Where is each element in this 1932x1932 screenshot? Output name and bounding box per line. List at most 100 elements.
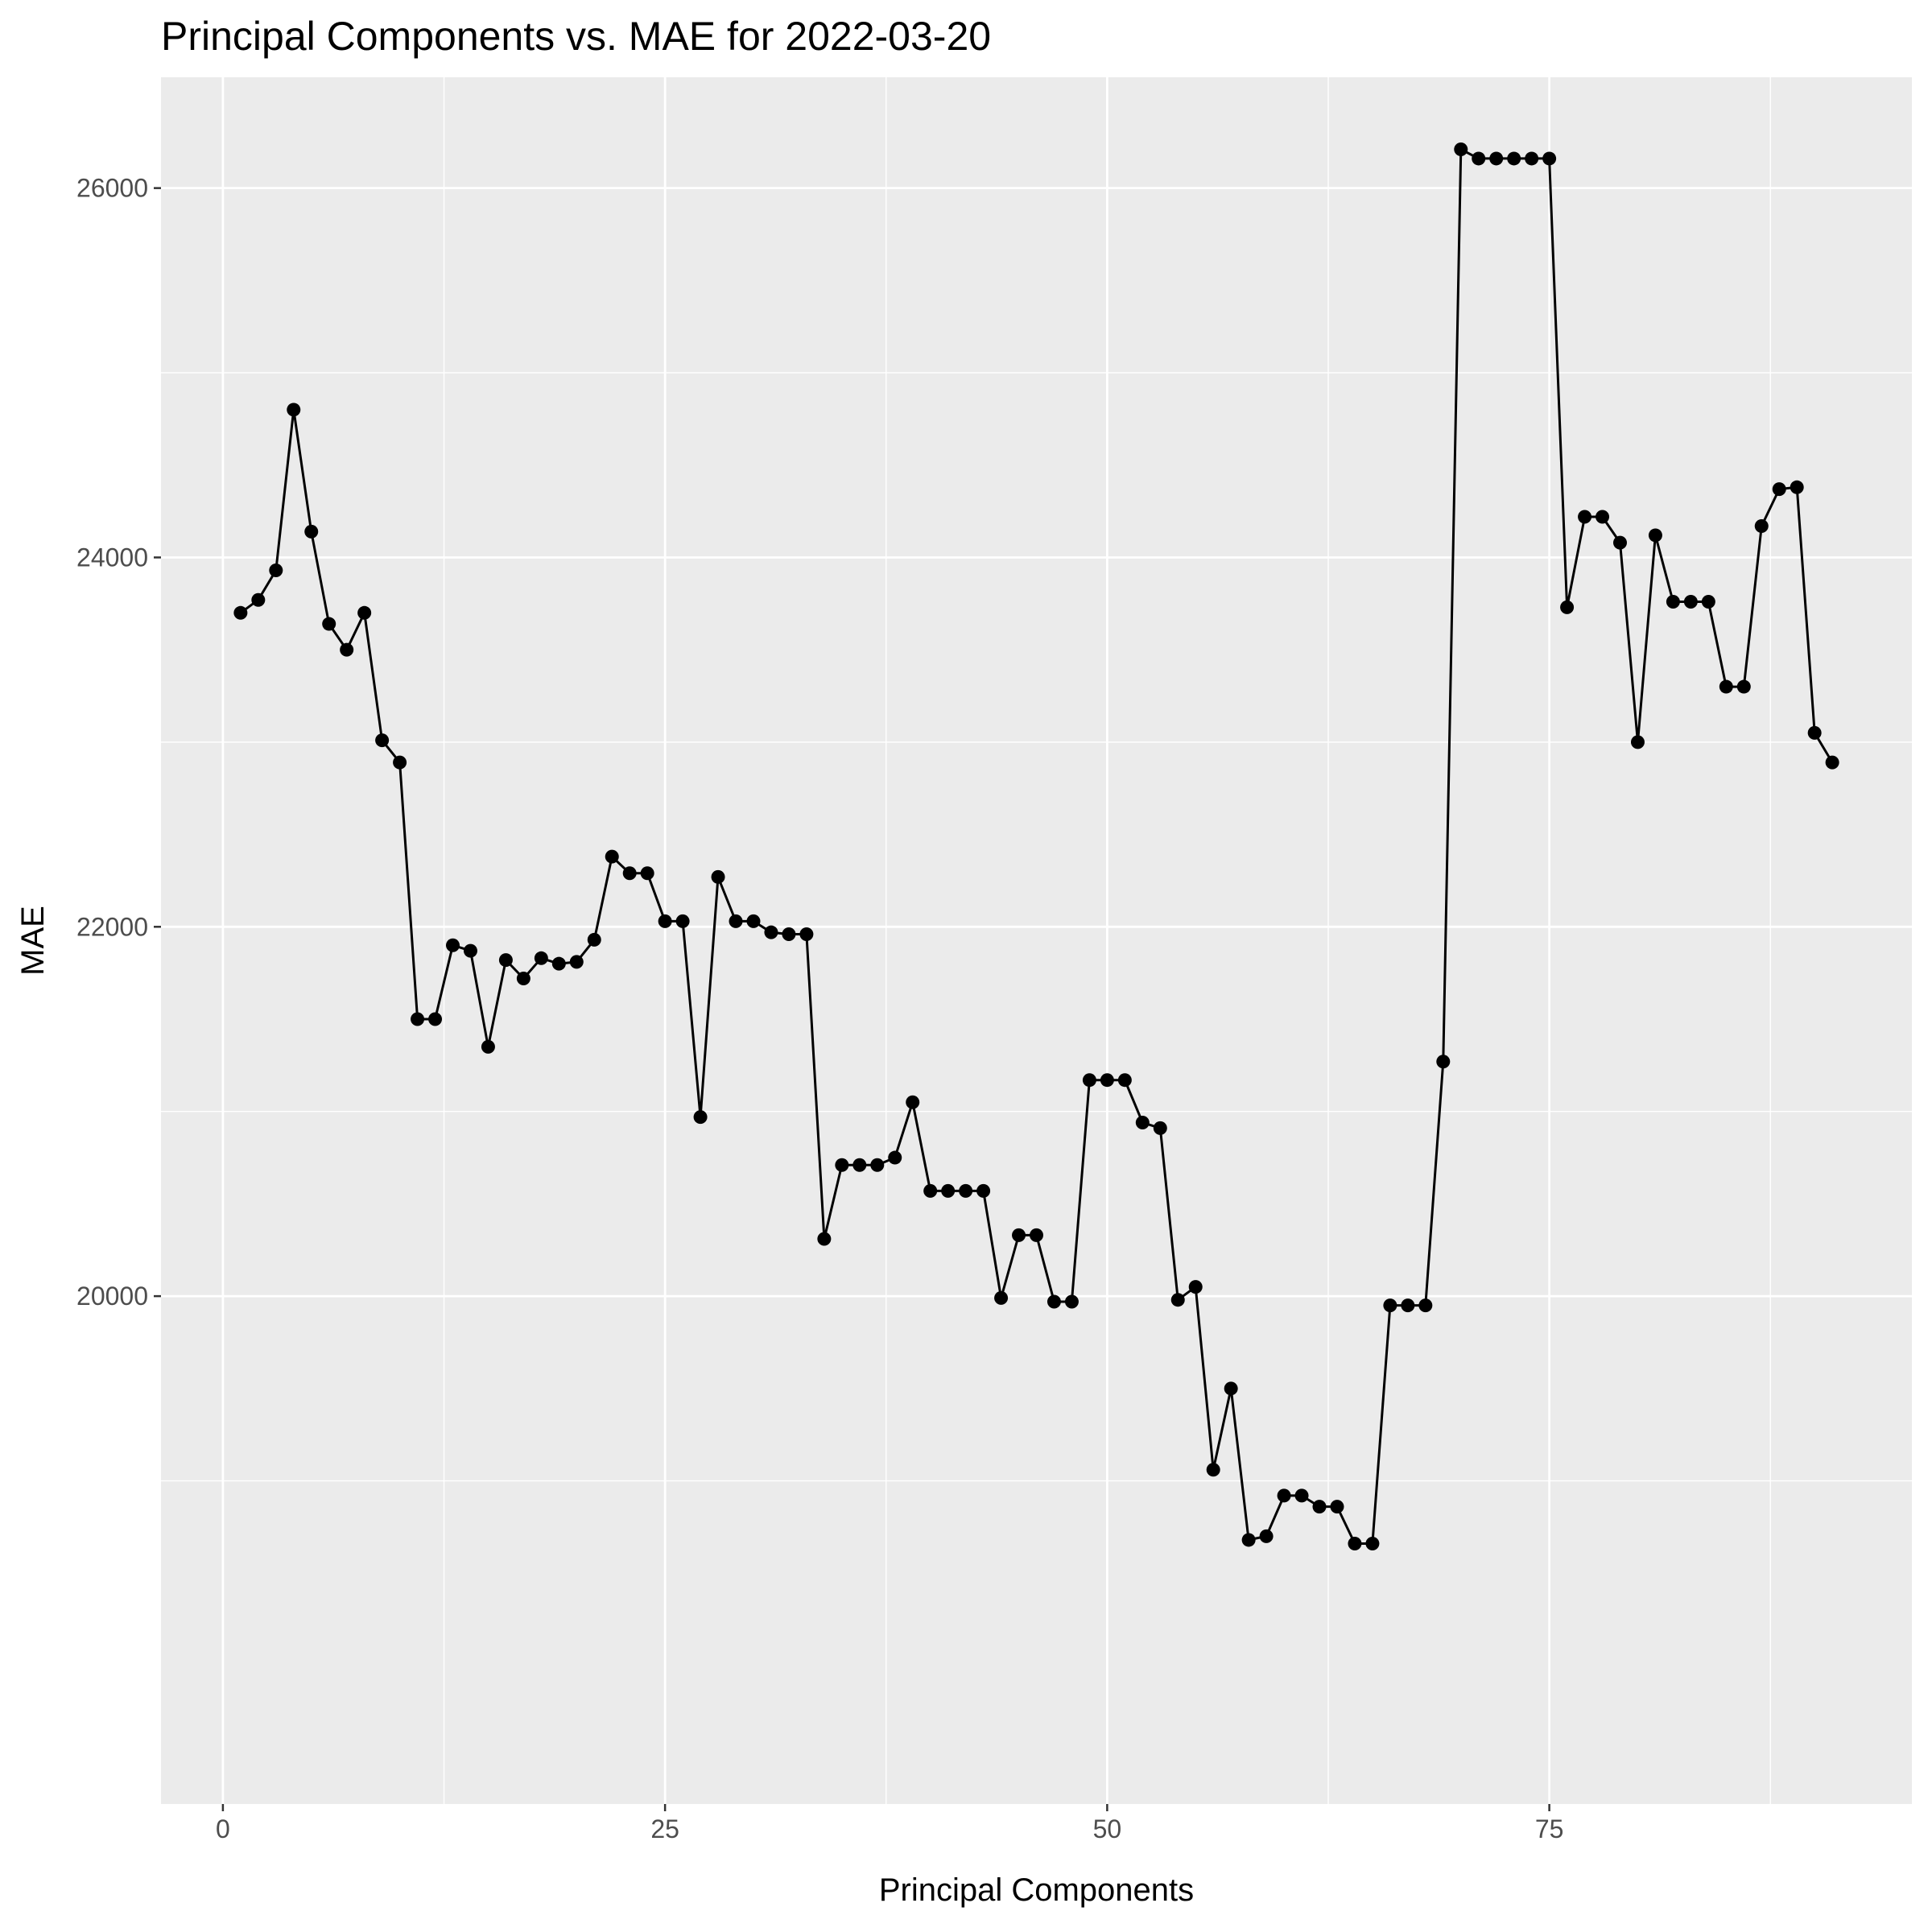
data-point: [1012, 1228, 1026, 1242]
data-point: [233, 605, 248, 620]
data-point: [1294, 1488, 1309, 1503]
data-point: [1472, 151, 1486, 166]
data-point: [1736, 679, 1751, 694]
data-point: [1525, 151, 1539, 166]
data-point: [304, 524, 319, 539]
data-point: [888, 1150, 902, 1165]
data-point: [923, 1183, 938, 1198]
data-point: [1825, 755, 1839, 770]
x-axis-title: Principal Components: [879, 1872, 1194, 1908]
data-point: [269, 564, 283, 578]
data-point: [1241, 1533, 1256, 1547]
data-point: [693, 1110, 708, 1125]
data-point: [640, 866, 654, 881]
axes: 20000 22000 24000 26000 0 25 50 75: [76, 174, 1563, 1843]
data-point: [516, 972, 530, 986]
data-point: [976, 1183, 991, 1198]
data-point: [1082, 1073, 1096, 1088]
x-tick-label: 50: [1093, 1814, 1122, 1843]
gridlines: [161, 77, 1912, 1804]
data-point: [1170, 1293, 1185, 1307]
data-point: [1648, 528, 1662, 543]
data-point: [340, 642, 354, 657]
data-point: [764, 925, 778, 939]
data-point: [1259, 1529, 1274, 1543]
data-point: [622, 866, 637, 881]
y-tick-label: 26000: [76, 174, 148, 203]
data-point: [1701, 595, 1715, 609]
data-point: [1277, 1488, 1291, 1503]
data-point: [1807, 725, 1822, 740]
data-point: [1100, 1073, 1114, 1088]
data-point: [446, 938, 460, 952]
data-point: [1790, 480, 1804, 494]
data-point: [711, 869, 725, 884]
data-point: [1489, 151, 1504, 166]
data-point: [251, 592, 266, 607]
data-point: [1666, 595, 1680, 609]
data-point: [1383, 1298, 1397, 1313]
data-point: [1365, 1537, 1380, 1551]
data-point: [1401, 1298, 1415, 1313]
data-point: [498, 953, 513, 968]
data-point: [1348, 1537, 1362, 1551]
data-point: [357, 605, 372, 620]
data-point: [1224, 1381, 1238, 1396]
x-tick-label: 25: [650, 1814, 679, 1843]
data-point: [959, 1183, 973, 1198]
data-point: [1436, 1055, 1451, 1069]
data-point: [1454, 142, 1468, 156]
data-point: [1330, 1500, 1344, 1514]
data-point: [1754, 518, 1769, 533]
data-point: [1117, 1073, 1132, 1088]
data-point: [375, 733, 390, 748]
data-point: [870, 1158, 885, 1172]
data-point: [852, 1158, 867, 1172]
data-series: [233, 142, 1839, 1551]
data-point: [1188, 1280, 1203, 1294]
data-point: [393, 755, 407, 770]
data-point: [658, 914, 672, 928]
x-tick-label: 0: [216, 1814, 230, 1843]
data-point: [746, 914, 761, 928]
data-point: [835, 1158, 849, 1172]
chart-title: Principal Components vs. MAE for 2022-03…: [161, 14, 991, 59]
y-tick-label: 20000: [76, 1282, 148, 1311]
data-point: [551, 956, 566, 971]
data-point: [799, 927, 814, 941]
data-point: [817, 1232, 832, 1246]
data-point: [782, 927, 796, 941]
data-point: [1507, 151, 1521, 166]
y-tick-label: 22000: [76, 912, 148, 941]
data-point: [1772, 482, 1786, 497]
data-point: [1542, 151, 1557, 166]
data-point: [1596, 510, 1610, 524]
data-point: [1153, 1121, 1167, 1135]
data-point: [729, 914, 743, 928]
data-point: [287, 402, 301, 417]
data-point: [1560, 600, 1575, 614]
data-point: [675, 914, 690, 928]
data-point: [1613, 535, 1627, 550]
data-point: [481, 1039, 495, 1054]
data-point: [1030, 1228, 1043, 1242]
y-tick-label: 24000: [76, 543, 148, 572]
data-point: [1630, 735, 1645, 749]
data-point: [906, 1095, 920, 1109]
data-point: [1418, 1298, 1433, 1313]
y-axis-title: MAE: [15, 906, 51, 976]
data-point: [1312, 1500, 1327, 1514]
data-point: [1683, 595, 1698, 609]
data-point: [1064, 1294, 1079, 1309]
data-point: [1206, 1463, 1220, 1477]
plot-panel: [161, 77, 1912, 1804]
x-tick-label: 75: [1535, 1814, 1564, 1843]
data-point: [1046, 1294, 1061, 1309]
data-point: [569, 955, 584, 969]
data-point: [428, 1012, 443, 1026]
data-point: [463, 943, 477, 958]
data-point: [1135, 1115, 1150, 1129]
data-point: [322, 617, 336, 631]
